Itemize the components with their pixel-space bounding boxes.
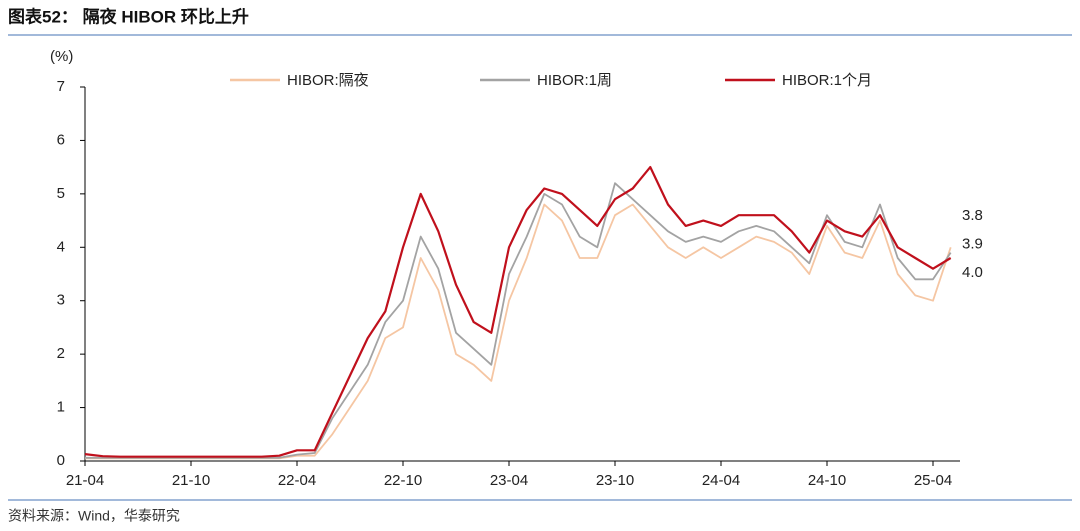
y-tick-label: 0 bbox=[57, 452, 65, 469]
x-tick-label: 21-10 bbox=[172, 472, 210, 489]
source-note: 资料来源：Wind，华泰研究 bbox=[8, 508, 180, 524]
end-label: 3.9 bbox=[962, 235, 983, 252]
y-tick-label: 6 bbox=[57, 131, 65, 148]
x-tick-label: 22-04 bbox=[278, 472, 316, 489]
y-axis-label: (%) bbox=[50, 48, 73, 65]
x-tick-label: 24-10 bbox=[808, 472, 846, 489]
y-tick-label: 3 bbox=[57, 292, 65, 309]
legend-label: HIBOR:1周 bbox=[537, 72, 612, 89]
end-label: 3.8 bbox=[962, 207, 983, 224]
x-tick-label: 23-04 bbox=[490, 472, 528, 489]
chart-title: 图表52： 隔夜 HIBOR 环比上升 bbox=[8, 6, 249, 26]
legend-label: HIBOR:隔夜 bbox=[287, 72, 369, 89]
y-tick-label: 5 bbox=[57, 185, 65, 202]
x-tick-label: 21-04 bbox=[66, 472, 104, 489]
x-tick-label: 24-04 bbox=[702, 472, 740, 489]
x-tick-label: 22-10 bbox=[384, 472, 422, 489]
x-tick-label: 25-04 bbox=[914, 472, 952, 489]
x-tick-label: 23-10 bbox=[596, 472, 634, 489]
y-tick-label: 2 bbox=[57, 345, 65, 362]
series-line bbox=[85, 182, 952, 459]
legend-label: HIBOR:1个月 bbox=[782, 72, 872, 89]
y-tick-label: 7 bbox=[57, 78, 65, 95]
y-tick-label: 4 bbox=[57, 238, 65, 255]
series-line bbox=[84, 166, 952, 458]
y-tick-label: 1 bbox=[57, 399, 65, 416]
end-label: 4.0 bbox=[962, 264, 983, 281]
series-line bbox=[85, 203, 952, 460]
